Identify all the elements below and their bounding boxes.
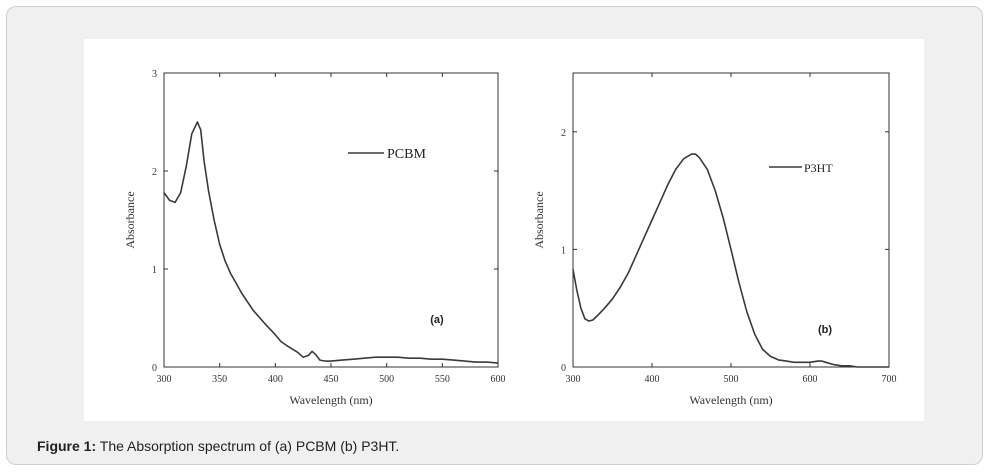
- chart-a-x-axis-title: Wavelength (nm): [289, 393, 372, 407]
- chart-a-legend-label: PCBM: [387, 147, 426, 162]
- chart-a-y-tick-label: 1: [152, 265, 157, 276]
- chart-b-x-tick-label: 400: [645, 374, 660, 385]
- chart-b-y-tick-label: 2: [561, 128, 566, 139]
- chart-a-x-tick-label: 450: [324, 374, 339, 385]
- chart-a-x-tick-label: 400: [268, 374, 283, 385]
- chart-b-y-tick-label: 0: [561, 363, 566, 374]
- figure-image-area: 300 350 400 450 500 550 600 0 1 2 3 Wavelength (nm)…: [84, 39, 924, 421]
- chart-a-y-tick-label: 0: [152, 363, 157, 374]
- caption-text: The Absorption spectrum of (a) PCBM (b) …: [96, 438, 400, 454]
- chart-a-y-tick-label: 2: [152, 167, 157, 178]
- chart-a-x-tick-label: 300: [157, 374, 172, 385]
- caption-label: Figure 1:: [37, 438, 97, 454]
- chart-b-x-tick-label: 500: [724, 374, 739, 385]
- chart-a-series-line-pcbm: [163, 121, 499, 364]
- figure-caption: Figure 1: The Absorption spectrum of (a)…: [37, 438, 399, 454]
- chart-b-x-tick-label: 600: [803, 374, 818, 385]
- chart-b-panel-label: (b): [818, 324, 832, 336]
- chart-a-y-tick-label: 3: [152, 69, 157, 80]
- chart-a-panel-label: (a): [430, 314, 444, 326]
- chart-a-x-tick-label: 500: [379, 374, 394, 385]
- chart-b-plot-frame: [572, 72, 890, 368]
- chart-a-y-axis-title: Absorbance: [123, 191, 137, 248]
- chart-a-x-tick-label: 600: [491, 374, 506, 385]
- chart-b-y-tick-label: 1: [561, 245, 566, 256]
- chart-b-legend-label: P3HT: [804, 161, 833, 175]
- chart-a-x-tick-label: 550: [435, 374, 450, 385]
- chart-b-series-line-p3ht: [572, 153, 889, 368]
- absorption-charts: 300 350 400 450 500 550 600 0 1 2 3 Wavelength (nm)…: [123, 69, 897, 407]
- chart-b-x-tick-label: 700: [882, 374, 897, 385]
- chart-b-x-tick-label: 300: [566, 374, 581, 385]
- figure-frame: 300 350 400 450 500 550 600 0 1 2 3 Wavelength (nm)…: [6, 6, 983, 465]
- chart-b-y-axis-title: Absorbance: [532, 191, 546, 248]
- chart-a-x-tick-label: 350: [212, 374, 227, 385]
- chart-b-x-axis-title: Wavelength (nm): [689, 393, 772, 407]
